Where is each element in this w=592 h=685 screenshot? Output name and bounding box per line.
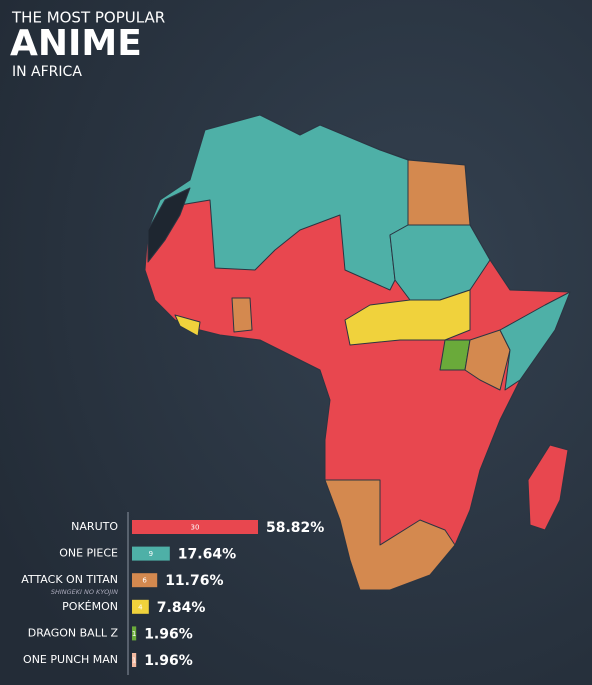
subtitle: IN AFRICA [12, 64, 82, 80]
share-label: 1.96% [144, 653, 193, 669]
category-label: POKÉMON [62, 600, 118, 613]
bar [132, 520, 258, 534]
bar [132, 653, 137, 667]
bar [132, 573, 158, 588]
bar-count-label: 30 [191, 524, 200, 532]
share-label: 7.84% [157, 600, 206, 616]
bar [132, 626, 137, 641]
category-label: ONE PIECE [59, 547, 118, 560]
bar-count-label: 4 [138, 603, 143, 611]
region [344, 289, 471, 346]
bar-count-label: 9 [149, 550, 153, 558]
share-label: 17.64% [178, 547, 236, 563]
share-label: 11.76% [165, 573, 223, 589]
bar [132, 599, 149, 614]
chart-title: ANIME [10, 23, 142, 64]
bar-count-label: 1 [132, 657, 136, 665]
title-top: THE MOST POPULAR [11, 9, 165, 27]
region [147, 187, 191, 263]
category-label: NARUTO [71, 520, 118, 533]
bar [132, 546, 170, 561]
bar-count-label: 1 [132, 630, 136, 638]
region [174, 314, 201, 337]
category-label: DRAGON BALL Z [28, 626, 119, 639]
region [499, 291, 571, 391]
region [324, 479, 456, 591]
category-label: ATTACK ON TITAN [21, 573, 118, 586]
bar-count-label: 6 [142, 577, 147, 585]
region [147, 114, 409, 291]
region [407, 159, 471, 226]
region [231, 297, 253, 333]
share-label: 1.96% [144, 626, 193, 642]
category-label: ONE PUNCH MAN [23, 653, 118, 666]
africa-map [144, 114, 571, 591]
share-label: 58.82% [266, 520, 324, 536]
annotation: SHINGEKI NO KYOJIN [51, 588, 118, 596]
region [527, 444, 569, 531]
